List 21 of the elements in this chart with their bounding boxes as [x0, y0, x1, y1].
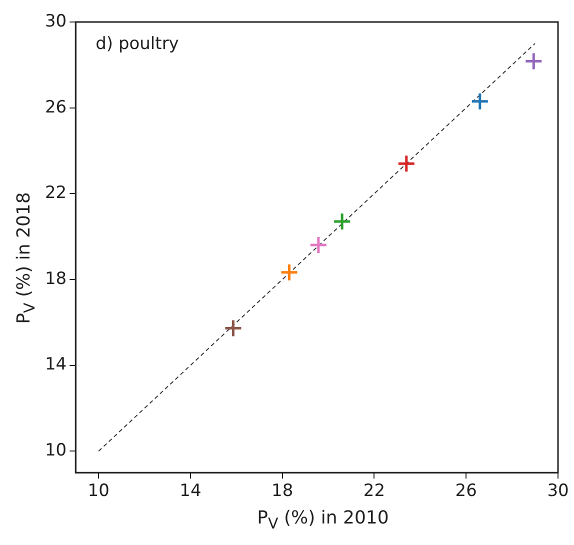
point — [332, 212, 352, 231]
y-tick-label: 18 — [44, 268, 67, 289]
point — [309, 236, 328, 254]
x-tick-label: 26 — [455, 481, 477, 502]
point — [397, 154, 416, 173]
x-tick-label: 14 — [180, 481, 202, 502]
y-tick-label: 14 — [44, 354, 67, 375]
y-tick-label: 26 — [44, 97, 67, 118]
x-tick-label: 10 — [88, 481, 110, 502]
point — [524, 52, 543, 71]
point — [280, 263, 298, 282]
y-tick-label: 22 — [44, 183, 67, 204]
y-tick-label: 30 — [44, 11, 67, 32]
y-tick-label: 10 — [44, 440, 67, 461]
point — [470, 92, 490, 111]
point — [224, 318, 242, 338]
annotation: d) poultry — [96, 34, 179, 54]
x-tick-label: 22 — [363, 481, 386, 502]
x-axis-title: P$_{V}$ (%) in 2010 — [257, 508, 389, 532]
x-tick-label: 30 — [547, 481, 569, 502]
x-tick-label: 18 — [272, 481, 294, 502]
